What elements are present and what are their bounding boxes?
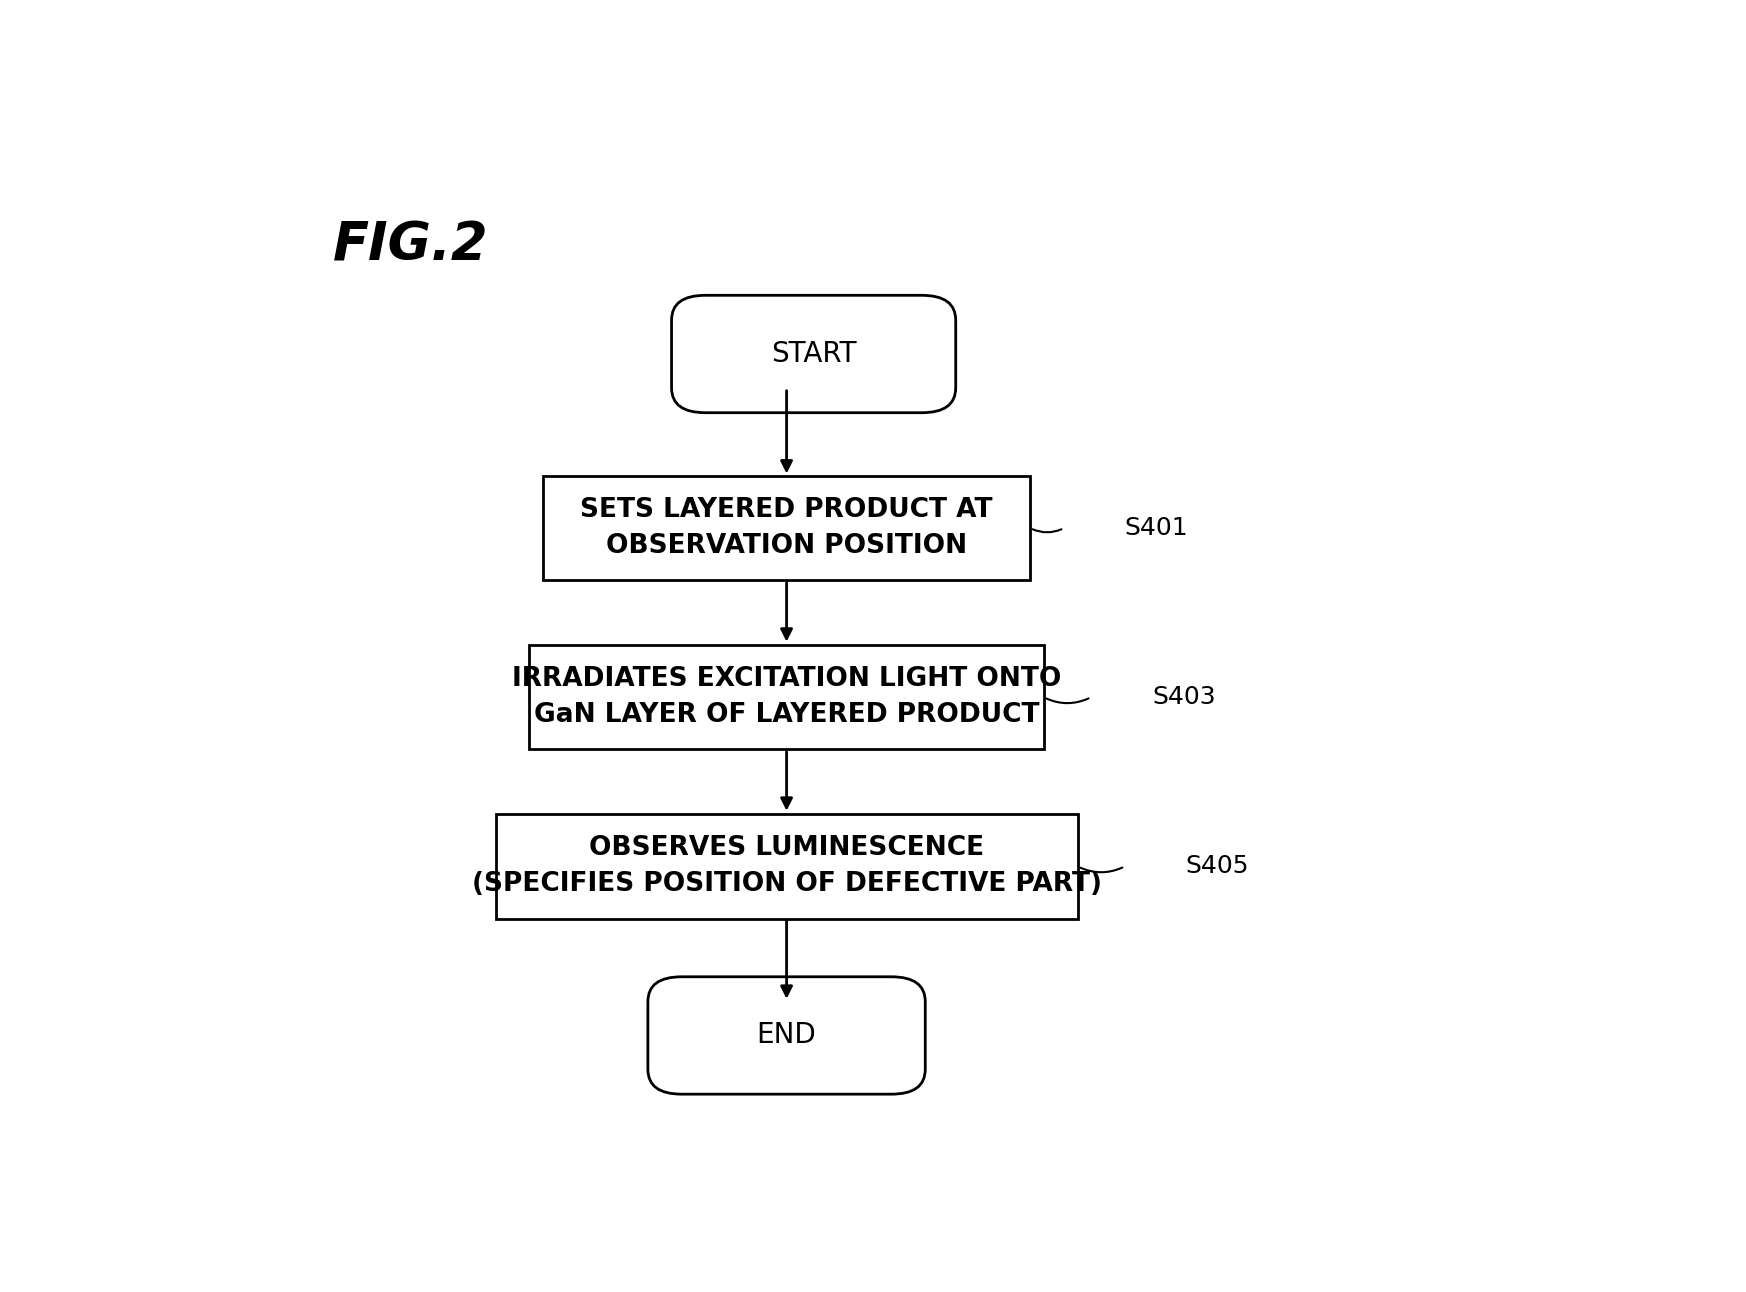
- Text: S401: S401: [1124, 516, 1189, 540]
- FancyBboxPatch shape: [529, 645, 1044, 749]
- FancyBboxPatch shape: [672, 296, 955, 412]
- Text: OBSERVES LUMINESCENCE
(SPECIFIES POSITION OF DEFECTIVE PART): OBSERVES LUMINESCENCE (SPECIFIES POSITIO…: [471, 836, 1102, 898]
- Text: S403: S403: [1152, 685, 1215, 709]
- Text: FIG.2: FIG.2: [333, 220, 489, 271]
- FancyBboxPatch shape: [496, 814, 1077, 919]
- Text: END: END: [756, 1022, 817, 1049]
- Text: IRRADIATES EXCITATION LIGHT ONTO
GaN LAYER OF LAYERED PRODUCT: IRRADIATES EXCITATION LIGHT ONTO GaN LAY…: [512, 667, 1062, 729]
- Text: START: START: [772, 340, 856, 368]
- FancyBboxPatch shape: [648, 977, 925, 1094]
- Text: SETS LAYERED PRODUCT AT
OBSERVATION POSITION: SETS LAYERED PRODUCT AT OBSERVATION POSI…: [580, 497, 993, 559]
- FancyBboxPatch shape: [543, 475, 1030, 580]
- Text: S405: S405: [1186, 854, 1248, 879]
